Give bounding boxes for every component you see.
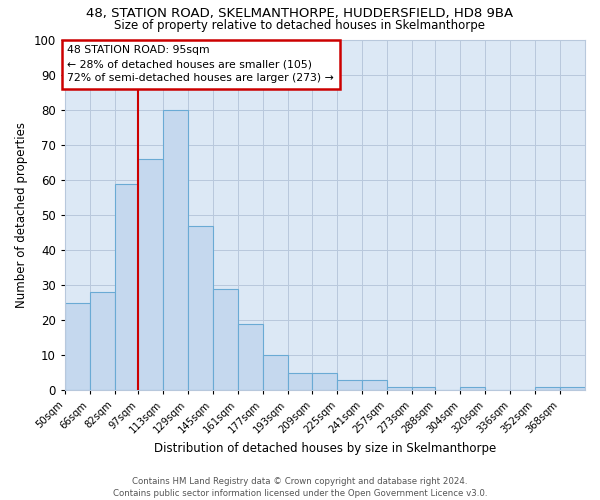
Bar — [163, 110, 188, 390]
Bar — [313, 373, 337, 390]
Bar — [387, 387, 412, 390]
Bar — [560, 387, 585, 390]
Bar — [263, 356, 287, 390]
Bar — [188, 226, 213, 390]
Bar — [460, 387, 485, 390]
Y-axis label: Number of detached properties: Number of detached properties — [15, 122, 28, 308]
Bar — [115, 184, 138, 390]
Text: Size of property relative to detached houses in Skelmanthorpe: Size of property relative to detached ho… — [115, 19, 485, 32]
Bar — [138, 159, 163, 390]
Bar — [287, 373, 313, 390]
Bar — [362, 380, 387, 390]
Bar — [90, 292, 115, 390]
Text: 48 STATION ROAD: 95sqm
← 28% of detached houses are smaller (105)
72% of semi-de: 48 STATION ROAD: 95sqm ← 28% of detached… — [67, 46, 334, 84]
Bar — [412, 387, 436, 390]
Bar — [535, 387, 560, 390]
Bar — [337, 380, 362, 390]
X-axis label: Distribution of detached houses by size in Skelmanthorpe: Distribution of detached houses by size … — [154, 442, 496, 455]
Text: 48, STATION ROAD, SKELMANTHORPE, HUDDERSFIELD, HD8 9BA: 48, STATION ROAD, SKELMANTHORPE, HUDDERS… — [86, 8, 514, 20]
Bar — [238, 324, 263, 390]
Bar — [65, 303, 90, 390]
Text: Contains HM Land Registry data © Crown copyright and database right 2024.
Contai: Contains HM Land Registry data © Crown c… — [113, 476, 487, 498]
Bar — [213, 289, 238, 390]
